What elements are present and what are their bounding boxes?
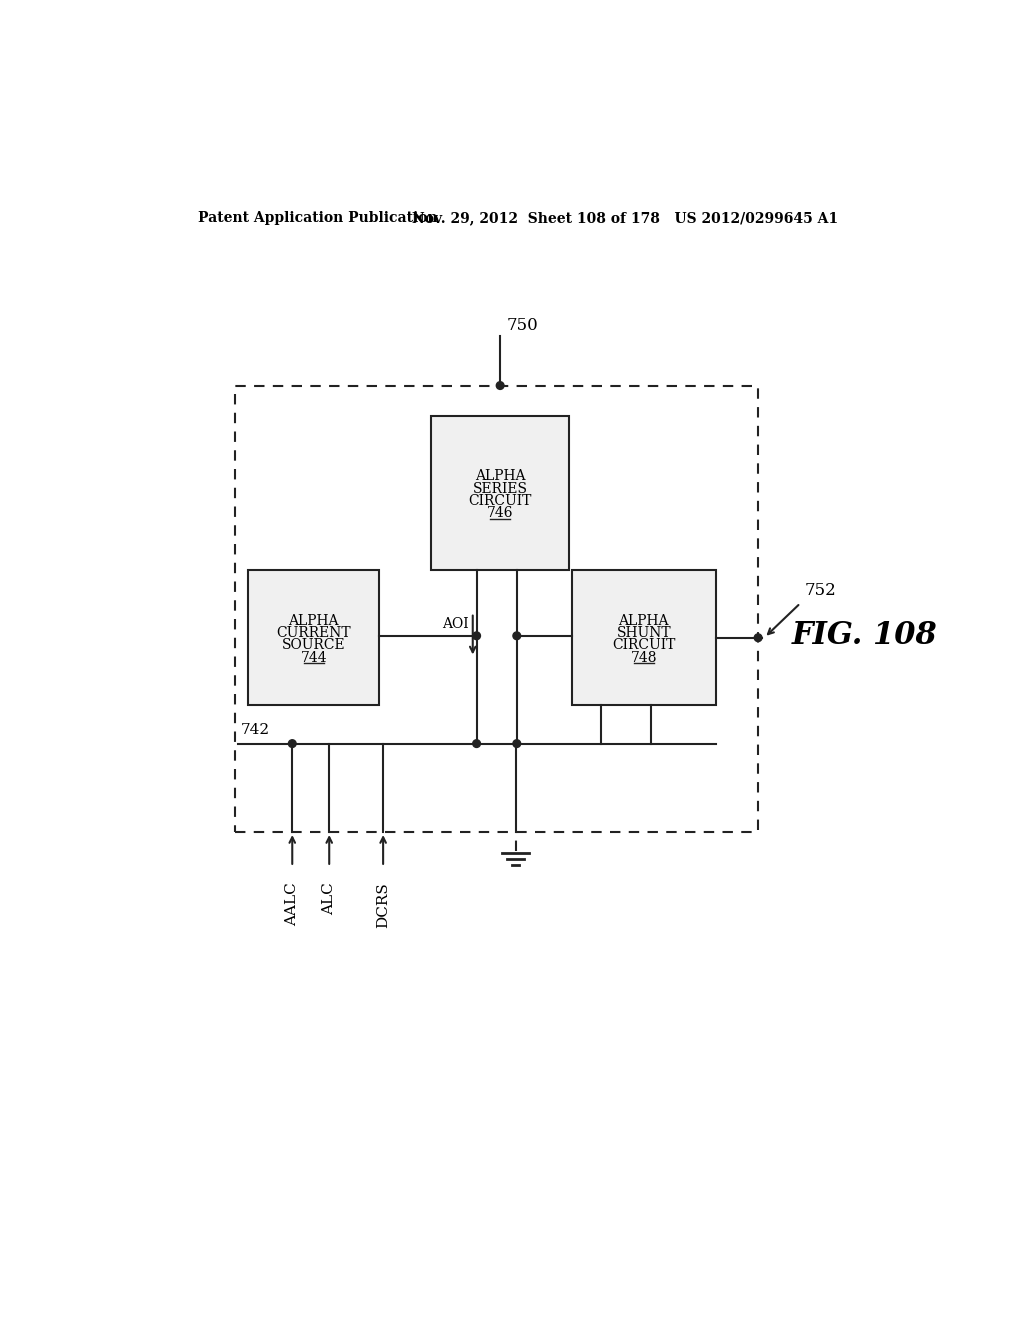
Text: AOI: AOI [442, 616, 469, 631]
Circle shape [755, 634, 762, 642]
Text: 748: 748 [631, 651, 657, 665]
Text: ALPHA: ALPHA [289, 614, 339, 628]
Text: ALC: ALC [323, 882, 336, 915]
Text: Nov. 29, 2012  Sheet 108 of 178   US 2012/0299645 A1: Nov. 29, 2012 Sheet 108 of 178 US 2012/0… [412, 211, 838, 224]
Bar [571, 570, 716, 705]
Bar [431, 416, 569, 570]
Bar [249, 570, 379, 705]
Circle shape [289, 739, 296, 747]
Text: DCRS: DCRS [376, 882, 390, 928]
Text: CURRENT: CURRENT [276, 626, 351, 640]
Text: Patent Application Publication: Patent Application Publication [199, 211, 438, 224]
Text: SOURCE: SOURCE [282, 639, 346, 652]
Text: 752: 752 [804, 582, 836, 599]
Text: ALPHA: ALPHA [475, 470, 525, 483]
Text: 744: 744 [300, 651, 327, 665]
Circle shape [473, 632, 480, 640]
Text: 750: 750 [506, 317, 538, 334]
Text: ALPHA: ALPHA [618, 614, 669, 628]
Text: 746: 746 [486, 507, 513, 520]
Text: CIRCUIT: CIRCUIT [612, 639, 676, 652]
Text: SERIES: SERIES [473, 482, 527, 496]
Text: 742: 742 [241, 723, 269, 738]
Bar [234, 385, 758, 832]
Circle shape [513, 632, 520, 640]
Text: SHUNT: SHUNT [616, 626, 671, 640]
Circle shape [497, 381, 504, 389]
Text: CIRCUIT: CIRCUIT [468, 494, 531, 508]
Circle shape [513, 739, 520, 747]
Text: AALC: AALC [286, 882, 299, 925]
Text: FIG. 108: FIG. 108 [792, 620, 937, 651]
Circle shape [473, 739, 480, 747]
